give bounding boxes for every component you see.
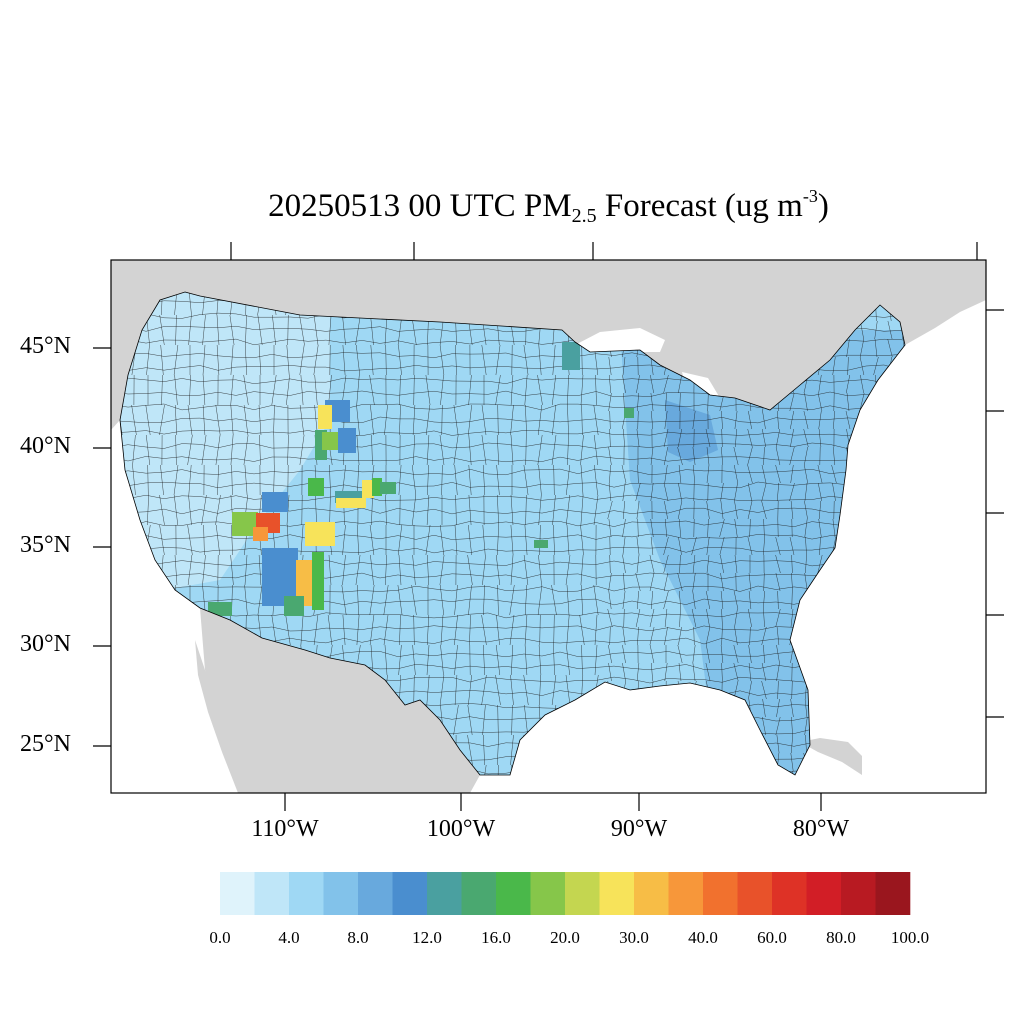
colorbar-swatch-14 xyxy=(703,872,738,915)
colorbar-swatch-10 xyxy=(565,872,600,915)
lon-label-100w: 100°W xyxy=(426,816,496,842)
colorbar-label: 20.0 xyxy=(550,928,580,947)
lat-label-35: 35°N xyxy=(20,532,71,558)
colorbar-label: 60.0 xyxy=(757,928,787,947)
lon-label-90w: 90°W xyxy=(610,816,668,842)
county-yellow-b xyxy=(336,498,366,508)
title-subscript: 2.5 xyxy=(571,205,597,227)
county-green-b xyxy=(308,478,324,496)
colorbar-swatch-4 xyxy=(358,872,393,915)
title-superscript: -3 xyxy=(802,186,818,206)
title-middle: Forecast (ug m xyxy=(596,188,803,224)
colorbar-swatch-11 xyxy=(599,872,635,915)
county-green-d xyxy=(312,552,324,610)
county-yellow-c xyxy=(362,480,374,498)
colorbar-swatch-5 xyxy=(392,872,428,915)
colorbar-swatch-15 xyxy=(737,872,773,915)
lat-label-30: 30°N xyxy=(20,631,71,657)
county-teal-b xyxy=(380,482,396,494)
county-teal-mn xyxy=(562,342,580,370)
colorbar-swatch-16 xyxy=(772,872,807,915)
colorbar-swatch-1 xyxy=(254,872,290,915)
colorbar-swatch-3 xyxy=(323,872,359,915)
county-green-e xyxy=(208,602,232,616)
county-yellow-d xyxy=(305,522,335,546)
lat-label-40: 40°N xyxy=(20,433,71,459)
county-green-ks xyxy=(534,540,548,548)
colorbar-swatch-18 xyxy=(841,872,876,915)
county-blue-b xyxy=(338,428,356,453)
colorbar-label: 40.0 xyxy=(688,928,718,947)
lon-label-110w: 110°W xyxy=(251,816,319,842)
lake-superior xyxy=(575,328,665,356)
colorbar-swatch-6 xyxy=(427,872,462,915)
lat-label-25: 25°N xyxy=(20,731,71,757)
county-blue-utah xyxy=(262,492,288,512)
colorbar-swatch-2 xyxy=(289,872,324,915)
colorbar-swatch-0 xyxy=(220,872,255,915)
colorbar-label: 80.0 xyxy=(826,928,856,947)
colorbar-label: 16.0 xyxy=(481,928,511,947)
county-orange-b xyxy=(296,560,312,606)
colorbar-swatch-17 xyxy=(806,872,842,915)
county-lightgreen-a xyxy=(322,432,340,450)
lat-label-45: 45°N xyxy=(20,333,71,359)
colorbar-label: 30.0 xyxy=(619,928,649,947)
colorbar-label: 4.0 xyxy=(278,928,300,947)
map-frame xyxy=(110,259,987,794)
county-teal-c xyxy=(284,596,304,616)
colorbar-swatch-8 xyxy=(496,872,531,915)
colorbar-label: 100.0 xyxy=(890,928,930,947)
colorbar-swatch-13 xyxy=(668,872,704,915)
colorbar-label: 8.0 xyxy=(347,928,369,947)
west-light-region xyxy=(120,292,330,600)
title-suffix: ) xyxy=(817,188,829,224)
county-green-wi xyxy=(624,408,634,418)
north-landmass xyxy=(111,260,986,430)
county-orange-a xyxy=(253,527,268,541)
colorbar xyxy=(220,872,911,915)
county-green-c xyxy=(372,478,382,496)
lon-label-80w: 80°W xyxy=(792,816,850,842)
colorbar-swatch-19 xyxy=(875,872,911,915)
axis-ticks xyxy=(93,242,1004,811)
colorbar-swatch-9 xyxy=(530,872,566,915)
title-prefix: 20250513 00 UTC PM xyxy=(268,188,572,224)
colorbar-label: 12.0 xyxy=(412,928,442,947)
colorbar-swatch-12 xyxy=(634,872,669,915)
county-yellow-a xyxy=(318,405,332,429)
us-outline xyxy=(119,291,906,776)
mexico-landmass xyxy=(200,608,480,793)
cuba-landmass xyxy=(800,738,862,775)
colorbar-label: 0.0 xyxy=(209,928,231,947)
map-title: 20250513 00 UTC PM2.5 Forecast (ug m-3) xyxy=(0,186,1024,228)
colorbar-swatch-7 xyxy=(461,872,497,915)
